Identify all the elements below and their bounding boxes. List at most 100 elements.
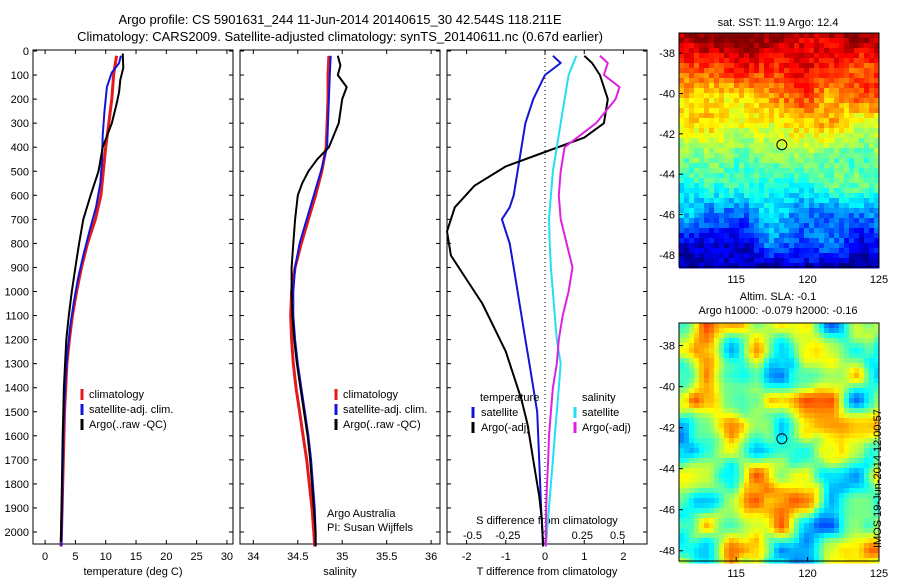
map-cell [754,103,760,109]
map-cell [744,378,750,384]
map-cell [749,183,755,189]
map-cell [814,483,820,489]
map-cell [759,38,765,44]
map-cell [719,488,725,494]
map-cell [749,448,755,454]
map-cell [684,143,690,149]
map-cell [819,218,825,224]
map-cell [729,188,735,194]
map-cell [864,503,870,509]
map-cell [799,33,805,39]
map-cell [804,438,810,444]
map-cell [739,198,745,204]
map-cell [799,528,805,534]
map-cell [839,528,845,534]
map-cell [704,143,710,149]
map-cell [739,533,745,539]
map-cell [864,228,870,234]
map-cell [699,538,705,544]
map-cell [719,543,725,549]
map-cell [764,213,770,219]
map-cell [834,58,840,64]
map-cell [719,223,725,229]
map-cell [729,373,735,379]
map-cell [764,43,770,49]
map-cell [854,173,860,179]
map-cell [774,168,780,174]
map-cell [679,38,685,44]
map-cell [804,153,810,159]
map-cell [759,523,765,529]
map-cell [739,108,745,114]
map-cell [774,358,780,364]
map-cell [684,68,690,74]
map-cell [864,353,870,359]
map-cell [704,513,710,519]
map-cell [744,173,750,179]
map-cell [689,98,695,104]
map-cell [804,348,810,354]
map-cell [719,358,725,364]
map-cell [759,193,765,199]
map-cell [844,168,850,174]
map-cell [814,343,820,349]
map-cell [794,328,800,334]
map-cell [804,393,810,399]
map-cell [694,328,700,334]
map-cell [714,338,720,344]
map-cell [864,538,870,544]
map-cell [824,553,830,559]
map-cell [774,473,780,479]
map-cell [784,338,790,344]
map-cell [864,343,870,349]
map-cell [824,358,830,364]
map-cell [764,153,770,159]
map-cell [699,418,705,424]
map-cell [844,418,850,424]
map-cell [719,553,725,559]
map-cell [814,353,820,359]
map-cell [869,433,875,439]
map-cell [759,333,765,339]
map-cell [859,88,865,94]
map-cell [859,378,865,384]
map-cell [799,448,805,454]
map-cell [719,533,725,539]
map-cell [769,183,775,189]
map-cell [694,253,700,259]
map-cell [784,413,790,419]
map-cell [824,493,830,499]
map-cell [704,198,710,204]
map-cell [729,348,735,354]
map-cell [754,83,760,89]
map-cell [734,133,740,139]
map-cell [859,508,865,514]
map-cell [689,553,695,559]
map-cell [684,208,690,214]
map-cell [734,498,740,504]
map-cell [699,263,705,269]
map-cell [829,388,835,394]
map-cell [694,503,700,509]
map-cell [844,368,850,374]
map-cell [684,513,690,519]
map-cell [839,163,845,169]
map-cell [679,148,685,154]
map-cell [849,338,855,344]
map-cell [689,248,695,254]
map-cell [764,433,770,439]
map-cell [729,248,735,254]
map-cell [794,388,800,394]
map-cell [749,523,755,529]
temp-xtick-label: 10 [100,551,112,563]
map-cell [754,438,760,444]
map-cell [719,338,725,344]
map-cell [709,133,715,139]
map-cell [809,188,815,194]
map-cell [784,538,790,544]
map-cell [754,203,760,209]
map-cell [684,188,690,194]
map-cell [834,398,840,404]
map-cell [834,113,840,119]
map-cell [734,128,740,134]
